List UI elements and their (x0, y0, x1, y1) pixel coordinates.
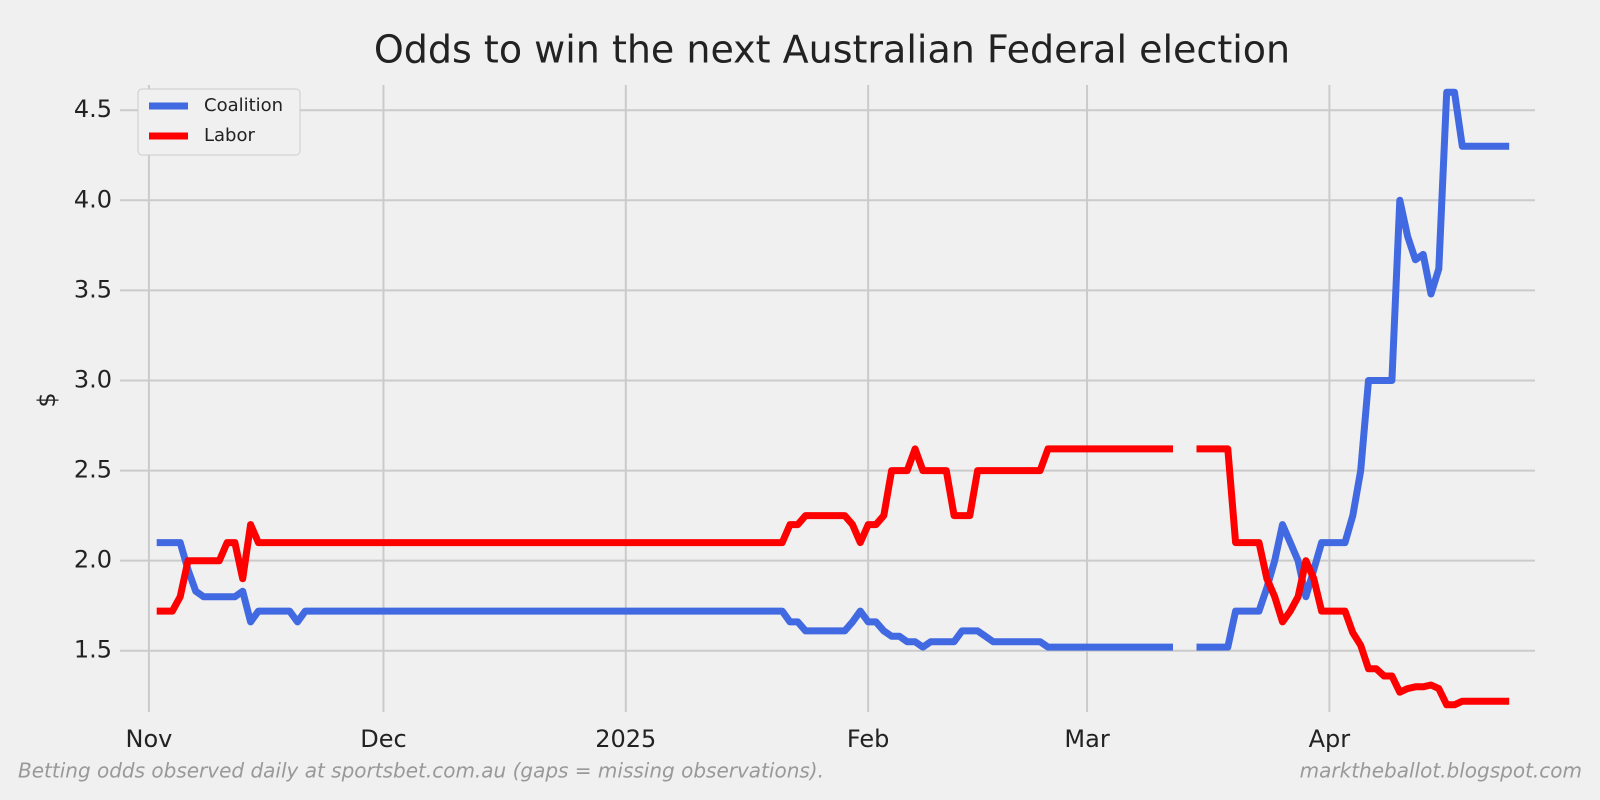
y-axis-label: $ (33, 392, 61, 407)
y-tick-label: 2.0 (74, 546, 112, 574)
y-tick-label: 1.5 (74, 636, 112, 664)
series-line (156, 445, 1510, 709)
source: marktheballot.blogspot.com (1300, 759, 1582, 783)
chart-title: Odds to win the next Australian Federal … (374, 28, 1290, 72)
legend: Coalition Labor (137, 88, 301, 156)
series-line (156, 88, 1510, 651)
y-tick-label: 3.0 (74, 365, 112, 393)
x-tick-label: Apr (1309, 725, 1351, 753)
x-tick-label: Feb (847, 725, 890, 753)
legend-label: Labor (204, 125, 255, 146)
y-tick-label: 4.0 (74, 185, 112, 213)
x-tick-label: Nov (126, 725, 173, 753)
legend-label: Coalition (204, 95, 283, 116)
y-tick-label: 3.5 (74, 275, 112, 303)
x-tick-label: Dec (360, 725, 406, 753)
y-tick-label: 4.5 (74, 95, 112, 123)
footnote: Betting odds observed daily at sportsbet… (18, 759, 824, 783)
x-tick-label: Mar (1064, 725, 1109, 753)
x-tick-label: 2025 (595, 725, 656, 753)
y-tick-label: 2.5 (74, 456, 112, 484)
